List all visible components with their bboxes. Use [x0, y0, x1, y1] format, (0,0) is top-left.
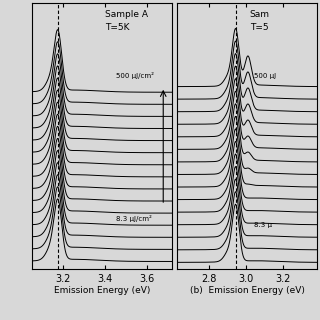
Text: Sam: Sam [250, 10, 270, 19]
X-axis label: (b)  Emission Energy (eV): (b) Emission Energy (eV) [189, 286, 304, 295]
Text: 500 μJ: 500 μJ [254, 73, 276, 79]
Text: T=5: T=5 [250, 23, 268, 32]
X-axis label: Emission Energy (eV): Emission Energy (eV) [54, 286, 150, 295]
Text: 8.3 μJ/cm²: 8.3 μJ/cm² [116, 215, 152, 222]
Text: 500 μJ/cm²: 500 μJ/cm² [116, 72, 154, 79]
Text: 8.3 μ: 8.3 μ [254, 222, 272, 228]
Text: Sample A: Sample A [105, 10, 148, 19]
Text: T=5K: T=5K [105, 23, 129, 32]
